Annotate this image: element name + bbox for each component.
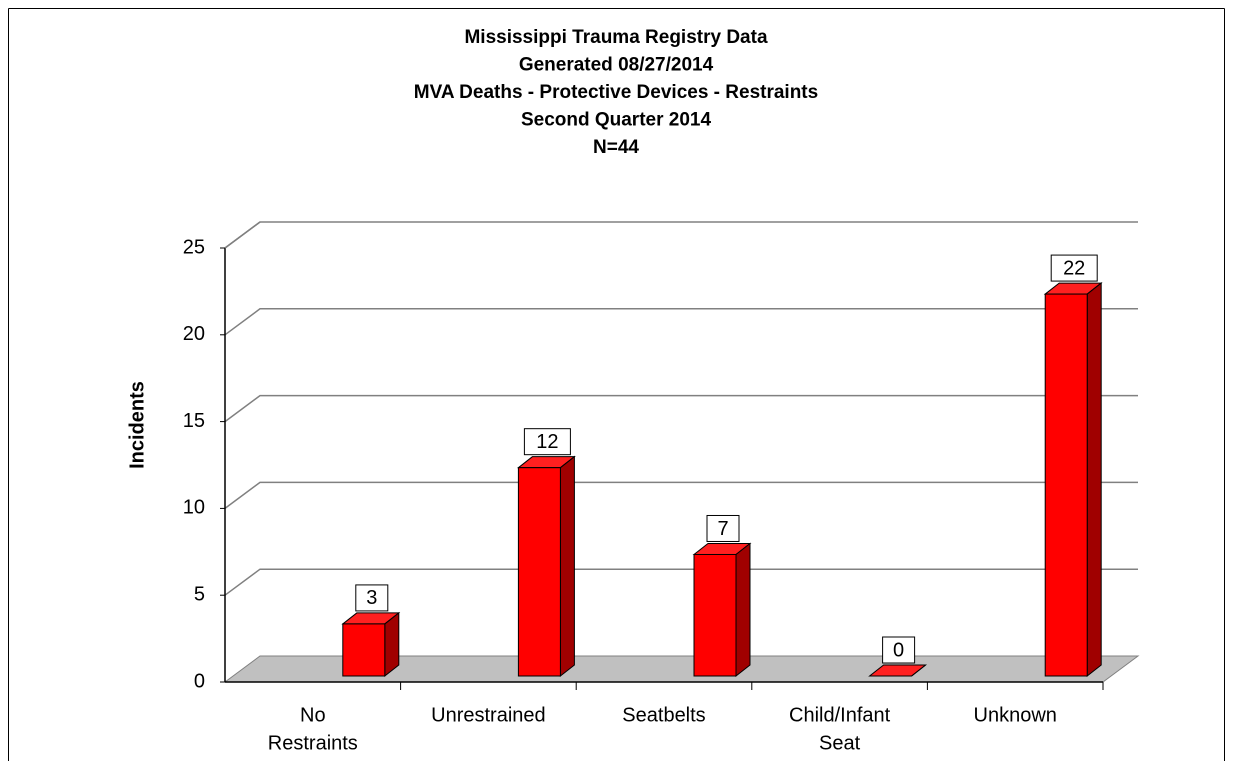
y-tick-label: 10 bbox=[183, 497, 205, 519]
y-tick-label: 25 bbox=[183, 236, 205, 258]
x-tick-label: Child/Infant bbox=[789, 704, 891, 726]
y-tick-label: 0 bbox=[194, 670, 205, 692]
grid-line bbox=[224, 221, 1138, 249]
chart-title: N=44 bbox=[593, 137, 639, 158]
bar-front bbox=[693, 553, 737, 677]
value-label: 12 bbox=[536, 431, 558, 453]
grid-line bbox=[224, 568, 1138, 596]
y-tick-label: 20 bbox=[183, 323, 205, 345]
x-tick-label: Unrestrained bbox=[431, 704, 546, 726]
value-label-box bbox=[355, 584, 389, 612]
bar bbox=[516, 455, 576, 678]
value-label-box bbox=[882, 636, 916, 664]
chart-title: Generated 08/27/2014 bbox=[519, 55, 714, 76]
value-label-box bbox=[706, 514, 740, 542]
bar-front bbox=[1044, 293, 1088, 677]
bar bbox=[868, 664, 928, 677]
grid-line bbox=[224, 308, 1138, 336]
bar bbox=[341, 611, 401, 678]
grid-line bbox=[224, 481, 1138, 510]
y-axis-label: Incidents bbox=[126, 381, 148, 469]
chart-title: Second Quarter 2014 bbox=[521, 110, 712, 131]
value-label-box bbox=[523, 428, 571, 456]
grid-line bbox=[224, 394, 1138, 423]
bar bbox=[692, 542, 752, 678]
bar-front bbox=[342, 623, 386, 677]
x-tick-label: No bbox=[300, 704, 326, 726]
value-label: 0 bbox=[893, 639, 904, 661]
x-tick-label: Seat bbox=[819, 732, 861, 754]
y-tick-label: 5 bbox=[194, 583, 205, 605]
chart-title: MVA Deaths - Protective Devices - Restra… bbox=[414, 82, 818, 103]
value-label: 7 bbox=[717, 518, 728, 540]
x-tick-label: Unknown bbox=[974, 704, 1057, 726]
y-axis-back bbox=[224, 221, 261, 249]
value-label: 3 bbox=[366, 587, 377, 609]
value-label: 22 bbox=[1063, 257, 1085, 279]
bar-side bbox=[384, 611, 400, 678]
chart-title: Mississippi Trauma Registry Data bbox=[464, 27, 767, 48]
bar-side bbox=[559, 455, 575, 678]
bar-side bbox=[1086, 282, 1102, 678]
bar-side bbox=[735, 542, 751, 678]
x-tick-label: Restraints bbox=[268, 732, 358, 754]
x-tick-label: Seatbelts bbox=[622, 704, 705, 726]
value-label-box bbox=[1050, 254, 1098, 282]
bar-front bbox=[517, 467, 561, 677]
bar-side bbox=[911, 664, 926, 677]
bar bbox=[1043, 282, 1103, 678]
y-tick-label: 15 bbox=[183, 410, 205, 432]
